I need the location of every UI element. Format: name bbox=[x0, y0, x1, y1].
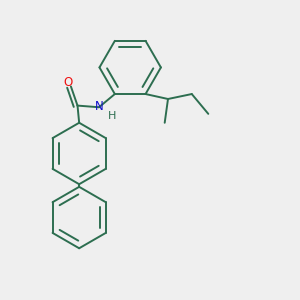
Text: H: H bbox=[108, 110, 116, 121]
Text: O: O bbox=[64, 76, 73, 89]
Text: N: N bbox=[95, 100, 104, 113]
